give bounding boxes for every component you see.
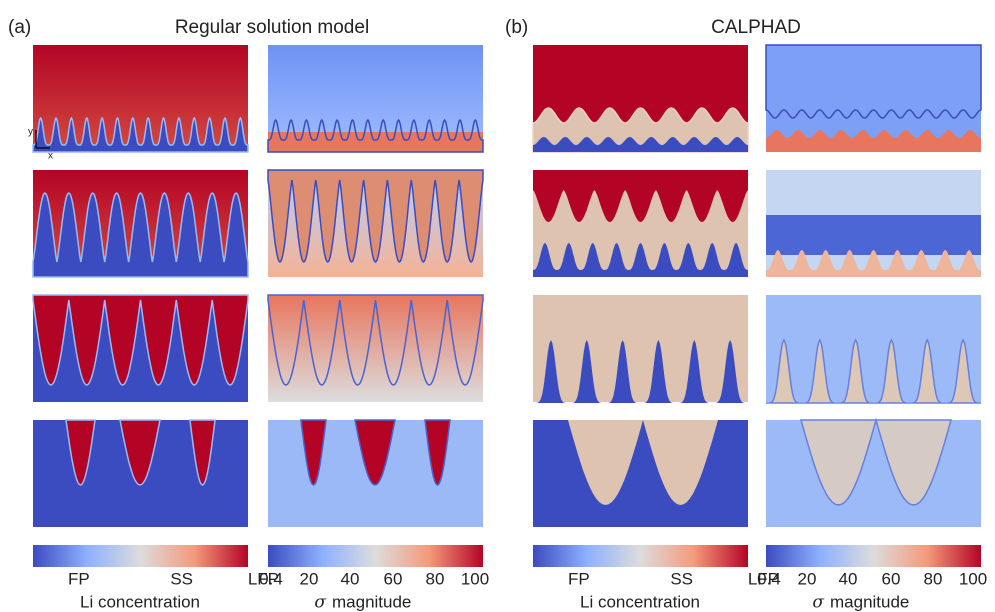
colorbar-tick-label: FP <box>68 569 90 588</box>
colorbar-tick-label: 20 <box>798 569 817 588</box>
phase-region <box>32 192 249 278</box>
axis-hint: y <box>28 127 33 138</box>
stress-band <box>766 215 981 255</box>
phase-region <box>533 170 748 222</box>
colorbar-tick-label: 80 <box>924 569 943 588</box>
phase-region <box>267 169 484 263</box>
phase-region <box>766 130 981 152</box>
colorbar <box>33 545 248 567</box>
colorbar-tick-label: 80 <box>426 569 445 588</box>
colorbar-tick-label: 40 <box>839 569 858 588</box>
phase-region <box>354 419 396 486</box>
colorbar-title: magnitude <box>332 592 411 611</box>
panel <box>33 295 248 402</box>
colorbar-tick-label: 60 <box>384 569 403 588</box>
colorbar-labels: FP SS LFP Li concentration FP SS LFP Li concent… <box>68 569 987 612</box>
colorbar-title: Li concentration <box>580 592 700 611</box>
phase-region <box>800 417 952 506</box>
phase-region <box>65 419 96 486</box>
panel-title: CALPHAD <box>711 17 801 38</box>
panel <box>268 295 483 402</box>
phase-region <box>424 419 451 486</box>
phase-region <box>32 294 249 386</box>
phase-region <box>533 340 748 403</box>
colorbar-title: magnitude <box>830 592 909 611</box>
phase-region <box>568 420 718 505</box>
phase-region <box>32 116 249 153</box>
colorbar-tick-label: 100 <box>959 569 987 588</box>
panel-title: Regular solution model <box>175 17 369 38</box>
phase-region <box>533 137 748 152</box>
colorbar-symbol: σ <box>314 593 326 612</box>
colorbar-tick-label: SS <box>670 569 693 588</box>
colorbar-tick-label: FP <box>568 569 590 588</box>
colorbar-title: Li concentration <box>80 592 200 611</box>
panel <box>33 45 248 152</box>
colorbar-tick-label: 40 <box>341 569 360 588</box>
phase-region <box>300 419 327 486</box>
colorbar-tick-label: LFP <box>248 569 279 588</box>
colorbar-tick-label: 100 <box>461 569 489 588</box>
stress-band <box>268 132 483 152</box>
simulation-panels <box>32 44 982 527</box>
axis-hint: x <box>48 151 53 162</box>
phase-region <box>765 44 982 119</box>
colorbar <box>268 545 483 567</box>
colorbar-tick-label: LFP <box>748 569 779 588</box>
colorbar-tick-label: 60 <box>882 569 901 588</box>
panel <box>533 295 748 402</box>
panel-label: (a) <box>8 17 31 38</box>
phase-region <box>533 243 748 277</box>
colorbar-symbol: σ <box>812 593 824 612</box>
colorbar <box>533 545 748 567</box>
colorbar-tick-label: 0.4 <box>259 569 283 588</box>
panel <box>766 295 981 402</box>
axis-arrows <box>35 130 50 149</box>
panel <box>766 420 981 527</box>
phase-region <box>267 118 484 153</box>
panel <box>533 420 748 527</box>
colorbar <box>766 545 981 567</box>
phase-region <box>766 338 981 404</box>
colorbar-tick-label: SS <box>170 569 193 588</box>
phase-region <box>119 419 161 486</box>
panel-label: (b) <box>505 17 528 38</box>
phase-region <box>267 294 484 386</box>
phase-region <box>189 419 216 486</box>
phase-region <box>766 250 981 277</box>
colorbar-tick-label: 0.4 <box>757 569 781 588</box>
colorbar-tick-label: 20 <box>300 569 319 588</box>
